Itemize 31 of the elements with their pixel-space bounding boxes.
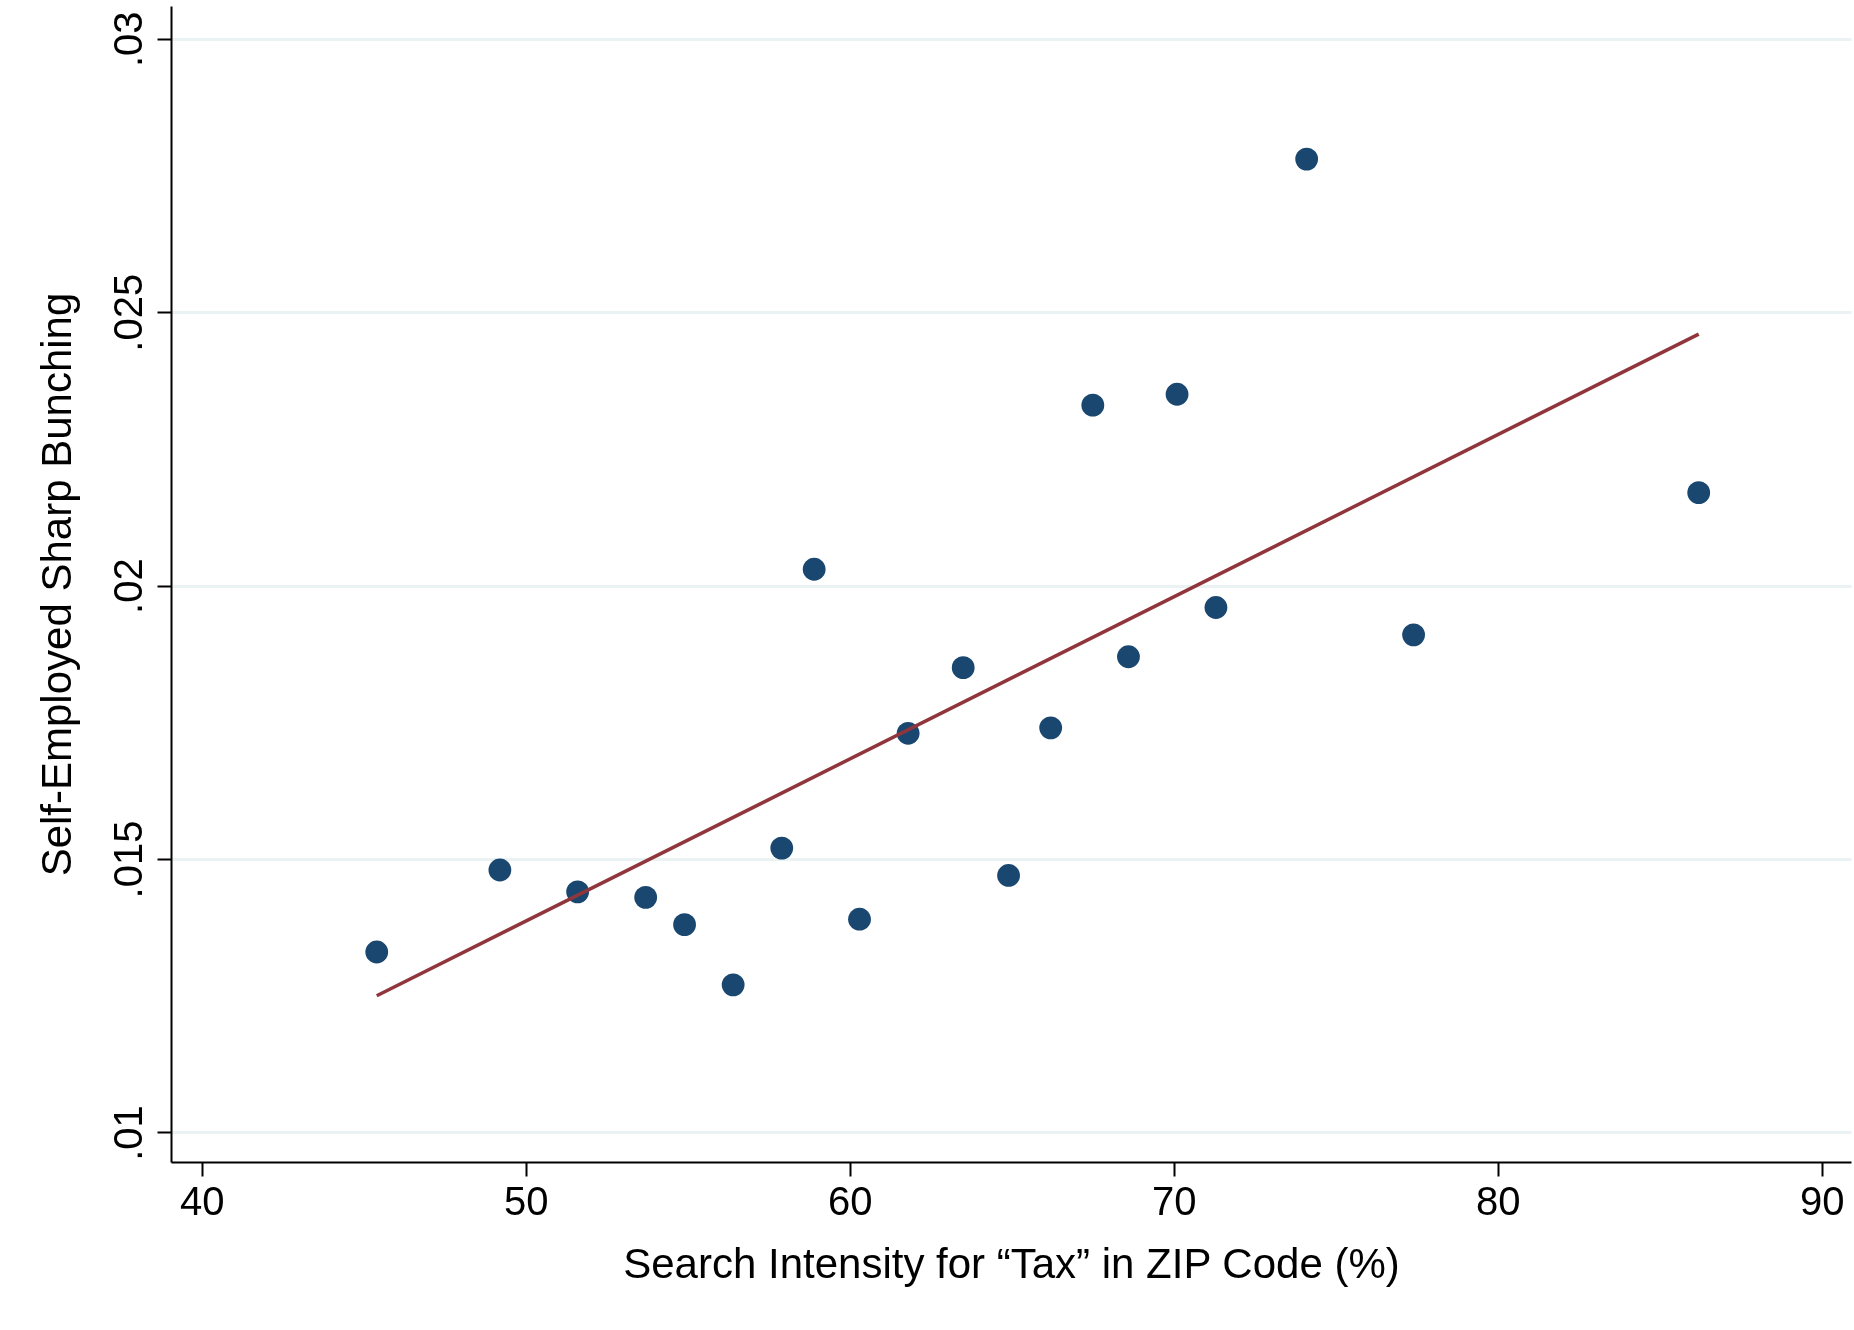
point — [1165, 382, 1189, 406]
point — [365, 940, 389, 964]
point — [848, 907, 871, 931]
x-axis-title: Search Intensity for “Tax” in ZIP Code (%) — [623, 1239, 1400, 1287]
point — [951, 656, 975, 680]
x-tick-label: 80 — [1476, 1178, 1521, 1223]
y-tick-label: .01 — [105, 1105, 150, 1161]
point — [1081, 393, 1105, 417]
point — [1039, 716, 1063, 740]
point — [770, 836, 794, 860]
y-axis-title: Self-Employed Sharp Bunching — [32, 292, 80, 877]
point — [634, 885, 658, 909]
point — [802, 557, 826, 581]
point — [1117, 645, 1140, 669]
point — [673, 913, 696, 937]
point — [1204, 596, 1228, 619]
x-tick-label: 70 — [1152, 1178, 1197, 1223]
y-tick-label: .02 — [105, 558, 150, 614]
point — [997, 864, 1020, 887]
y-tick-label: .015 — [105, 820, 150, 899]
point — [1295, 147, 1319, 171]
y-tick-label: .03 — [105, 11, 150, 68]
x-tick-label: 60 — [828, 1178, 873, 1223]
x-tick-label: 50 — [504, 1178, 549, 1223]
point — [1687, 481, 1711, 505]
point — [1402, 623, 1425, 647]
x-tick-label: 40 — [180, 1178, 225, 1223]
point — [721, 973, 745, 997]
x-tick-label: 90 — [1800, 1178, 1845, 1223]
y-tick-label: .025 — [105, 273, 150, 352]
point — [488, 858, 512, 882]
